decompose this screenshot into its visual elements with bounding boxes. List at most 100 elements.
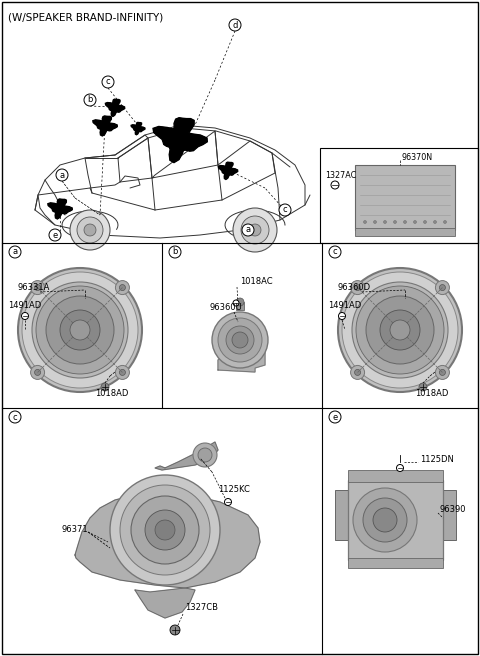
Circle shape	[373, 220, 376, 224]
Circle shape	[102, 76, 114, 88]
Circle shape	[236, 298, 244, 306]
Circle shape	[170, 625, 180, 635]
Polygon shape	[218, 348, 265, 372]
Polygon shape	[106, 99, 125, 116]
Circle shape	[338, 268, 462, 392]
Circle shape	[338, 312, 346, 319]
Circle shape	[439, 369, 445, 375]
Text: 1018AD: 1018AD	[95, 388, 128, 398]
Circle shape	[444, 220, 446, 224]
Circle shape	[329, 246, 341, 258]
Circle shape	[226, 326, 254, 354]
Circle shape	[31, 365, 45, 379]
Circle shape	[331, 181, 339, 189]
Circle shape	[46, 296, 114, 364]
Circle shape	[423, 220, 427, 224]
Text: 1491AD: 1491AD	[8, 300, 41, 310]
Circle shape	[155, 520, 175, 540]
Text: 1491AD: 1491AD	[328, 300, 361, 310]
Circle shape	[35, 285, 41, 291]
Circle shape	[356, 286, 444, 374]
Circle shape	[18, 268, 142, 392]
Circle shape	[120, 285, 125, 291]
FancyBboxPatch shape	[348, 480, 443, 560]
Circle shape	[49, 229, 61, 241]
Text: 1018AC: 1018AC	[240, 277, 273, 287]
Circle shape	[342, 272, 458, 388]
Bar	[320, 148, 478, 243]
Circle shape	[353, 488, 417, 552]
Polygon shape	[218, 162, 238, 180]
Circle shape	[355, 285, 360, 291]
Circle shape	[249, 224, 261, 236]
Circle shape	[70, 320, 90, 340]
Circle shape	[242, 224, 254, 236]
Circle shape	[70, 210, 110, 250]
Circle shape	[352, 282, 448, 378]
Circle shape	[218, 318, 262, 362]
Circle shape	[350, 281, 365, 295]
Circle shape	[115, 365, 130, 379]
Polygon shape	[153, 117, 207, 163]
Circle shape	[279, 204, 291, 216]
Text: a: a	[245, 226, 251, 234]
Circle shape	[390, 320, 410, 340]
Text: a: a	[60, 171, 65, 180]
FancyBboxPatch shape	[443, 490, 456, 540]
Circle shape	[433, 220, 436, 224]
FancyBboxPatch shape	[355, 228, 455, 236]
Circle shape	[101, 383, 109, 391]
Circle shape	[435, 365, 449, 379]
Circle shape	[84, 224, 96, 236]
Text: a: a	[12, 247, 18, 256]
Circle shape	[60, 310, 100, 350]
Circle shape	[404, 220, 407, 224]
Circle shape	[363, 220, 367, 224]
Circle shape	[233, 300, 239, 306]
Circle shape	[22, 312, 28, 319]
Text: d: d	[232, 20, 238, 30]
Circle shape	[36, 286, 124, 374]
Circle shape	[110, 475, 220, 585]
Circle shape	[32, 282, 128, 378]
Circle shape	[355, 369, 360, 375]
Text: e: e	[332, 413, 337, 422]
Text: 1018AD: 1018AD	[415, 388, 448, 398]
Text: 96371: 96371	[62, 525, 89, 535]
Circle shape	[366, 296, 434, 364]
Polygon shape	[48, 199, 72, 219]
Polygon shape	[155, 442, 218, 470]
FancyBboxPatch shape	[335, 490, 348, 540]
Text: (W/SPEAKER BRAND-INFINITY): (W/SPEAKER BRAND-INFINITY)	[8, 12, 163, 22]
FancyBboxPatch shape	[355, 165, 455, 230]
Circle shape	[31, 281, 45, 295]
Circle shape	[373, 508, 397, 532]
Circle shape	[232, 332, 248, 348]
Circle shape	[77, 217, 103, 243]
Circle shape	[363, 498, 407, 542]
Polygon shape	[135, 588, 195, 618]
Bar	[236, 302, 244, 310]
Circle shape	[384, 220, 386, 224]
Circle shape	[9, 246, 21, 258]
Text: 1327AC: 1327AC	[325, 171, 356, 180]
Text: 96360U: 96360U	[210, 304, 243, 312]
Text: 1125KC: 1125KC	[218, 485, 250, 495]
Text: 1327CB: 1327CB	[185, 604, 218, 613]
Circle shape	[115, 281, 130, 295]
Polygon shape	[93, 116, 117, 136]
Circle shape	[198, 448, 212, 462]
Circle shape	[229, 19, 241, 31]
Circle shape	[233, 208, 277, 252]
Circle shape	[56, 169, 68, 181]
Circle shape	[329, 411, 341, 423]
Circle shape	[350, 365, 365, 379]
Circle shape	[84, 94, 96, 106]
Text: c: c	[333, 247, 337, 256]
Circle shape	[193, 443, 217, 467]
Circle shape	[9, 411, 21, 423]
Text: e: e	[52, 230, 58, 239]
Circle shape	[35, 369, 41, 375]
Text: 96370N: 96370N	[402, 152, 433, 161]
FancyBboxPatch shape	[348, 558, 443, 568]
